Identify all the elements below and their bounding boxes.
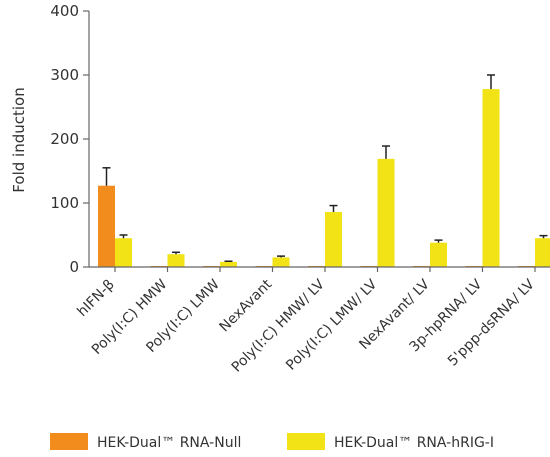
bar-rna-hrig-i [167, 254, 185, 267]
legend-label: HEK-Dual™ RNA-Null [97, 435, 241, 451]
y-tick-label: 300 [50, 66, 79, 84]
bar-rna-hrig-i [430, 242, 447, 267]
y-tick-label: 400 [50, 2, 79, 20]
y-tick-label: 0 [69, 258, 79, 276]
bar-rna-hrig-i [377, 158, 395, 267]
y-axis: 0 100 200 300 400 [50, 2, 90, 276]
bar-rna-hrig-i [272, 257, 290, 267]
y-tick-label: 100 [50, 194, 79, 212]
bar-rna-hrig-i [482, 89, 500, 267]
legend-item: HEK-Dual™ RNA-Null [50, 433, 241, 451]
bar-rna-null [98, 185, 115, 267]
x-category-label: Poly(I:C) HMW/ LV [229, 276, 328, 375]
legend-item: HEK-Dual™ RNA-hRIG-I [287, 433, 494, 451]
legend-swatch [287, 433, 325, 450]
bar-rna-hrig-i [220, 261, 237, 267]
bar-rna-hrig-i [325, 211, 342, 267]
x-category-label: hIFN-β [74, 277, 117, 320]
legend-swatch [50, 433, 88, 450]
y-axis-title: Fold induction [10, 87, 28, 192]
bars [98, 74, 550, 267]
x-category-label: 5'ppp-dsRNA/ LV [445, 276, 538, 369]
legend-label: HEK-Dual™ RNA-hRIG-I [334, 435, 494, 451]
x-category-label: Poly(I:C) LMW/ LV [283, 276, 380, 373]
bar-rna-hrig-i [115, 238, 132, 267]
legend: HEK-Dual™ RNA-Null HEK-Dual™ RNA-hRIG-I [50, 433, 494, 451]
bar-rna-hrig-i [535, 238, 550, 267]
y-tick-label: 200 [50, 130, 79, 148]
